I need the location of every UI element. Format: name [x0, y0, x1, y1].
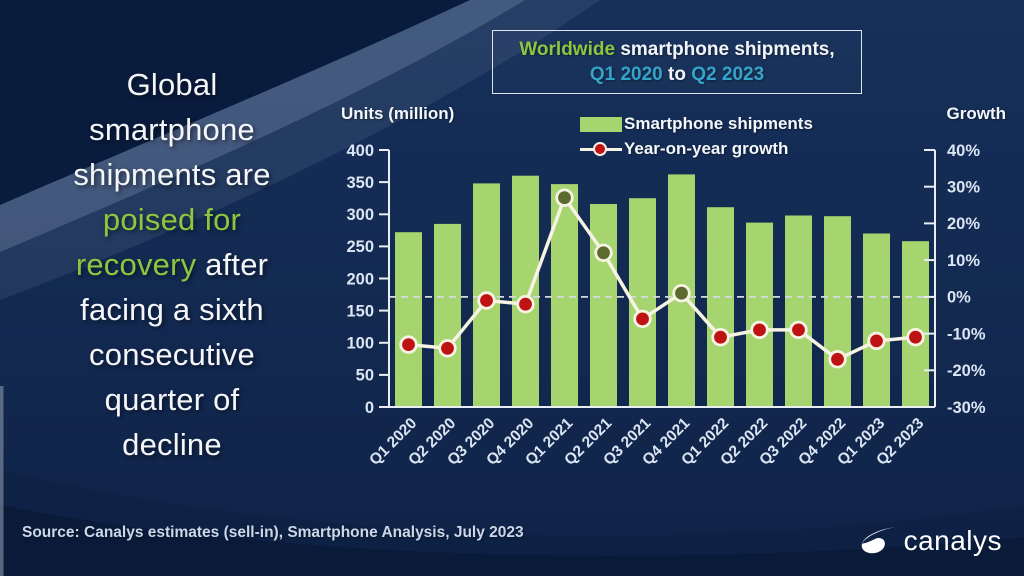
source-note: Source: Canalys estimates (sell-in), Sma… — [22, 524, 524, 541]
chart-title-rest: smartphone shipments, — [615, 39, 835, 60]
growth-dot-q4-2020 — [516, 295, 535, 314]
growth-line-dot-icon — [580, 141, 622, 158]
legend-item-growth: Year-on-year growth — [580, 138, 813, 160]
chart-title-line1: Worldwide smartphone shipments, — [519, 37, 834, 62]
right-axis-tick-label: -30% — [947, 399, 986, 417]
chart-legend: Smartphone shipments Year-on-year growth — [580, 113, 813, 163]
left-axis-tick-label: 200 — [346, 270, 374, 288]
headline-line: decline — [26, 422, 318, 467]
left-axis-tick-label: 0 — [365, 399, 374, 417]
growth-dot-q2-2022 — [750, 320, 769, 340]
right-axis-tick-label: 30% — [947, 178, 980, 196]
growth-dot-q3-2022 — [789, 320, 808, 340]
headline-line: shipments are — [26, 152, 318, 197]
headline-highlight: poised for — [102, 202, 242, 237]
headline-text: smartphone — [89, 112, 255, 147]
headline-line: poised for — [26, 197, 318, 242]
chart-title-worldwide: Worldwide — [519, 39, 616, 60]
bar-q2-2020 — [434, 223, 461, 407]
right-axis-tick-label: 0% — [947, 289, 971, 307]
headline-text: facing a sixth — [80, 292, 264, 327]
growth-dot-q4-2022 — [828, 350, 847, 369]
headline-line: facing a sixth — [26, 287, 318, 332]
headline-highlight: recovery — [75, 247, 197, 282]
shipments-swatch-icon — [580, 116, 622, 132]
chart-title-range-start: Q1 2020 — [589, 64, 663, 85]
headline-line: quarter of — [26, 377, 318, 422]
left-axis-tick-label: 400 — [346, 142, 374, 160]
growth-dot-q4-2021 — [672, 284, 691, 303]
chart-title-range-to: to — [662, 64, 692, 85]
chart-title-range-end: Q2 2023 — [691, 64, 765, 85]
left-axis-tick-label: 350 — [346, 174, 374, 192]
right-axis-title: Growth — [946, 104, 1007, 123]
canalys-logo: canalys — [857, 524, 1002, 557]
right-axis-tick-label: -20% — [947, 362, 986, 380]
bar-q1-2023 — [863, 233, 890, 407]
growth-dot-q2-2020 — [438, 339, 457, 358]
headline-line: consecutive — [26, 332, 318, 377]
headline-text: Global — [126, 67, 218, 102]
left-axis-tick-label: 300 — [346, 206, 374, 224]
growth-dot-q1-2022 — [711, 328, 730, 347]
growth-dot-q2-2023 — [906, 328, 925, 347]
headline-text: shipments are — [73, 157, 271, 192]
bar-q3-2022 — [785, 215, 812, 407]
bar-q2-2023 — [902, 241, 929, 407]
right-axis-tick-label: 20% — [947, 215, 980, 233]
left-axis-title: Units (million) — [341, 104, 455, 123]
headline-text: after — [196, 247, 269, 282]
growth-dot-q1-2021 — [555, 188, 574, 207]
headline-line: recovery after — [26, 242, 318, 287]
bar-q4-2020 — [512, 175, 539, 407]
bar-q1-2021 — [551, 184, 578, 407]
bar-q2-2022 — [746, 222, 773, 407]
left-axis-tick-label: 50 — [356, 367, 374, 385]
legend-shipments-label: Smartphone shipments — [624, 114, 813, 133]
left-axis-tick-label: 250 — [346, 238, 374, 256]
bar-q1-2022 — [707, 207, 734, 407]
canalys-swoosh-icon — [861, 526, 895, 554]
growth-dot-q2-2021 — [594, 243, 613, 263]
bar-q4-2022 — [824, 216, 851, 407]
headline-text: quarter of — [104, 382, 240, 417]
chart-title-box: Worldwide smartphone shipments, Q1 2020 … — [492, 30, 862, 94]
canalys-wordmark: canalys — [903, 524, 1002, 556]
headline-line: smartphone — [26, 107, 318, 152]
left-axis-tick-label: 100 — [346, 335, 374, 353]
growth-dot-q1-2023 — [867, 331, 886, 351]
bar-q1-2020 — [395, 232, 422, 407]
bar-q2-2021 — [590, 204, 617, 407]
growth-dot-q3-2020 — [477, 291, 496, 310]
right-axis-tick-label: -10% — [947, 325, 986, 343]
headline-line: Global — [26, 62, 318, 107]
legend-growth-label: Year-on-year growth — [624, 139, 789, 158]
chart-title-line2: Q1 2020 to Q2 2023 — [590, 62, 764, 87]
right-axis-tick-label: 40% — [947, 142, 980, 160]
headline: Global smartphone shipments are poised for r… — [26, 62, 318, 467]
headline-text: decline — [122, 427, 222, 462]
left-axis-tick-label: 150 — [346, 302, 374, 320]
legend-item-shipments: Smartphone shipments — [580, 113, 813, 135]
growth-dot-q3-2021 — [633, 309, 652, 329]
right-axis-tick-label: 10% — [947, 252, 980, 270]
growth-dot-q1-2020 — [399, 335, 418, 354]
headline-text: consecutive — [89, 337, 255, 372]
